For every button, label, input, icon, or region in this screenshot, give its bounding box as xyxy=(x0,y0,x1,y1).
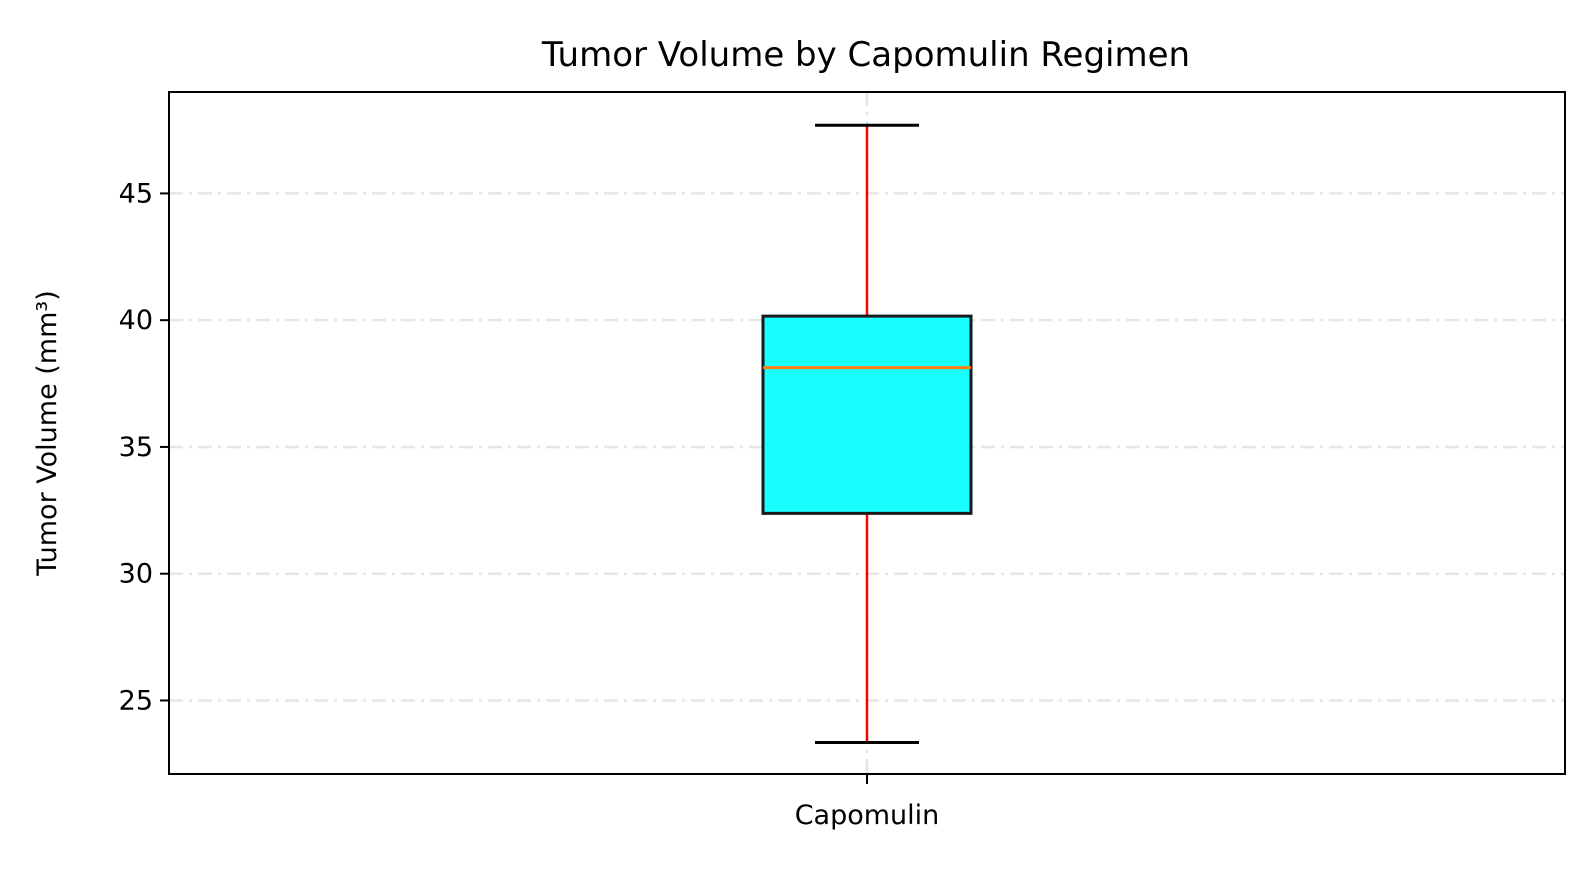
y-tick-label: 35 xyxy=(119,432,153,463)
iqr-box xyxy=(761,314,973,515)
y-axis-label: Tumor Volume (mm³) xyxy=(32,290,63,577)
x-tick-label: Capomulin xyxy=(795,800,940,831)
y-axis-ticks: 25 30 35 40 45 xyxy=(119,178,169,716)
y-tick-label: 25 xyxy=(119,685,153,716)
marks-layer xyxy=(761,123,973,745)
chart-title: Tumor Volume by Capomulin Regimen xyxy=(541,35,1190,75)
y-tick-label: 40 xyxy=(119,305,153,336)
y-tick-label: 30 xyxy=(119,559,153,590)
x-axis-ticks: Capomulin xyxy=(795,774,940,831)
y-tick-label: 45 xyxy=(119,178,153,209)
